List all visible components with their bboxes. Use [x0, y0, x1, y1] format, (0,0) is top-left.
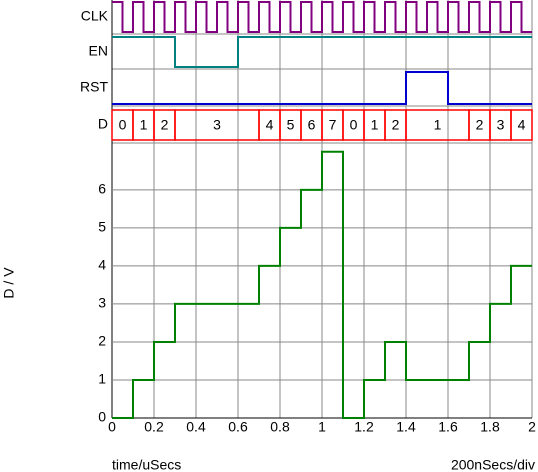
- x-tick-label: 0.6: [228, 419, 248, 435]
- bus-value: 2: [392, 117, 400, 133]
- x-tick-label: 0.4: [186, 419, 206, 435]
- signal-trace: [112, 36, 532, 68]
- x-tick-label: 1.8: [480, 419, 500, 435]
- bus-value: 2: [161, 117, 169, 133]
- scale-note: 200nSecs/div: [451, 457, 535, 472]
- y-tick-label: 5: [98, 219, 106, 235]
- y-tick-label: 4: [98, 257, 106, 273]
- signal-trace: [112, 1, 532, 33]
- signal-trace: [112, 71, 532, 105]
- x-tick-label: 0: [108, 419, 116, 435]
- bus-value: 1: [140, 117, 148, 133]
- bus-label: D: [98, 116, 108, 132]
- x-tick-label: 1: [318, 419, 326, 435]
- x-tick-label: 1.2: [354, 419, 374, 435]
- bus-value: 2: [476, 117, 484, 133]
- signal-label: EN: [89, 43, 108, 59]
- bus-value: 6: [308, 117, 316, 133]
- x-tick-label: 0.8: [270, 419, 290, 435]
- bus-value: 7: [329, 117, 337, 133]
- bus-value: 0: [350, 117, 358, 133]
- x-tick-label: 1.4: [396, 419, 416, 435]
- data-line: [112, 150, 532, 419]
- x-tick-label: 2: [528, 419, 536, 435]
- bus-value: 4: [266, 117, 274, 133]
- signal-label: CLK: [81, 8, 109, 24]
- bus-segment: [510, 109, 533, 141]
- bus-value: 5: [287, 117, 295, 133]
- signal-label: RST: [80, 79, 108, 95]
- x-tick-label: 0.2: [144, 419, 164, 435]
- y-tick-label: 6: [98, 181, 106, 197]
- bus-value: 0: [119, 117, 127, 133]
- bus-value: 1: [434, 117, 442, 133]
- y-tick-label: 1: [98, 371, 106, 387]
- y-tick-label: 2: [98, 333, 106, 349]
- bus-value: 4: [518, 117, 526, 133]
- y-tick-label: 3: [98, 295, 106, 311]
- x-axis-label: time/uSecs: [112, 457, 181, 472]
- x-tick-label: 1.6: [438, 419, 458, 435]
- bus-value: 3: [213, 117, 221, 133]
- bus-value: 3: [497, 117, 505, 133]
- bus-value: 1: [371, 117, 379, 133]
- y-tick-label: 0: [98, 409, 106, 425]
- y-axis-label: D / V: [1, 267, 17, 299]
